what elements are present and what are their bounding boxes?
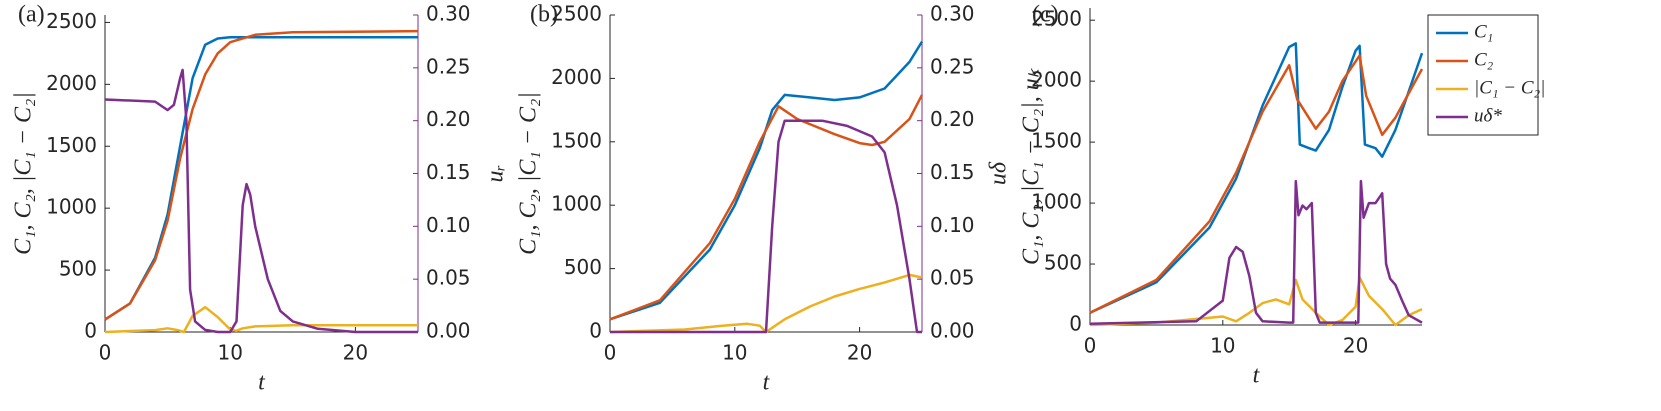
- x-tick-label: 0: [1084, 334, 1097, 358]
- data-line: [1089, 54, 1424, 314]
- y-axis-label: C₁, C₂, |C₁ − C₂|: [11, 92, 37, 255]
- legend-label: C₁: [1474, 21, 1493, 42]
- y2-tick-label: 0.10: [426, 213, 471, 237]
- y-tick-label: 1500: [1031, 129, 1082, 153]
- data-line: [104, 305, 418, 334]
- data-line: [1089, 276, 1423, 327]
- data-line: [104, 29, 419, 321]
- y2-tick-label: 0.25: [426, 54, 471, 78]
- legend-label: |C₁ − C₂|: [1474, 77, 1545, 98]
- x-axis-label: t: [763, 370, 771, 396]
- y2-tick-label: 0.30: [426, 2, 471, 26]
- y-tick-label: 500: [564, 255, 602, 279]
- y2-tick-label: 0.15: [930, 160, 975, 184]
- x-axis-label: t: [258, 370, 266, 396]
- y2-tick-label: 0.05: [930, 266, 975, 290]
- legend-box: [1427, 14, 1539, 136]
- x-tick-label: 10: [722, 341, 747, 365]
- y2-tick-label: 0.05: [426, 266, 471, 290]
- panel-label: (c): [1032, 2, 1059, 28]
- data-line: [610, 119, 922, 334]
- data-line: [609, 273, 923, 334]
- data-line: [609, 94, 924, 321]
- panel-label: (b): [530, 2, 558, 28]
- y2-axis-label: uδ: [986, 161, 1012, 185]
- y-axis-label: C₁, C₂, |C₁ − C₂|: [516, 92, 542, 255]
- x-tick-label: 0: [604, 341, 617, 365]
- y-axis-label: C₁, C₂, |C₁ − C₂|, uₖ: [1019, 67, 1045, 265]
- y-tick-label: 2500: [46, 9, 97, 33]
- panel-label: (a): [18, 2, 45, 28]
- data-line: [104, 68, 418, 334]
- y-tick-label: 2000: [1031, 68, 1082, 92]
- y2-tick-label: 0.00: [930, 319, 975, 343]
- legend-label: C₂: [1474, 49, 1494, 70]
- x-tick-label: 10: [1210, 334, 1235, 358]
- data-line: [1089, 179, 1423, 326]
- x-tick-label: 10: [217, 341, 242, 365]
- y-tick-label: 1500: [551, 128, 602, 152]
- y2-tick-label: 0.10: [930, 213, 975, 237]
- y2-tick-label: 0.20: [930, 107, 975, 131]
- data-line: [609, 40, 924, 321]
- y-tick-label: 2500: [551, 2, 602, 26]
- data-line: [104, 36, 418, 321]
- y-tick-label: 1500: [46, 133, 97, 157]
- y-tick-label: 2000: [46, 71, 97, 95]
- y-tick-label: 500: [1044, 251, 1082, 275]
- y2-axis-label: uᵣ: [483, 165, 509, 183]
- x-tick-label: 20: [343, 341, 368, 365]
- y2-tick-label: 0.20: [426, 107, 471, 131]
- x-tick-label: 20: [1343, 334, 1368, 358]
- y2-tick-label: 0.30: [930, 2, 975, 26]
- y-tick-label: 0: [589, 319, 602, 343]
- y-tick-label: 0: [1069, 312, 1082, 336]
- y-tick-label: 1000: [46, 195, 97, 219]
- y-tick-label: 1000: [551, 192, 602, 216]
- y-tick-label: 2500: [1031, 7, 1082, 31]
- y-tick-label: 0: [84, 319, 97, 343]
- y-tick-label: 500: [59, 257, 97, 281]
- data-line: [1089, 42, 1424, 314]
- legend-label: uδ*: [1474, 105, 1502, 126]
- y2-tick-label: 0.00: [426, 319, 471, 343]
- y-tick-label: 2000: [551, 65, 602, 89]
- y2-tick-label: 0.15: [426, 160, 471, 184]
- x-tick-label: 20: [847, 341, 872, 365]
- x-tick-label: 0: [99, 341, 112, 365]
- y-tick-label: 1000: [1031, 190, 1082, 214]
- x-axis-label: t: [1253, 363, 1261, 389]
- y2-tick-label: 0.25: [930, 54, 975, 78]
